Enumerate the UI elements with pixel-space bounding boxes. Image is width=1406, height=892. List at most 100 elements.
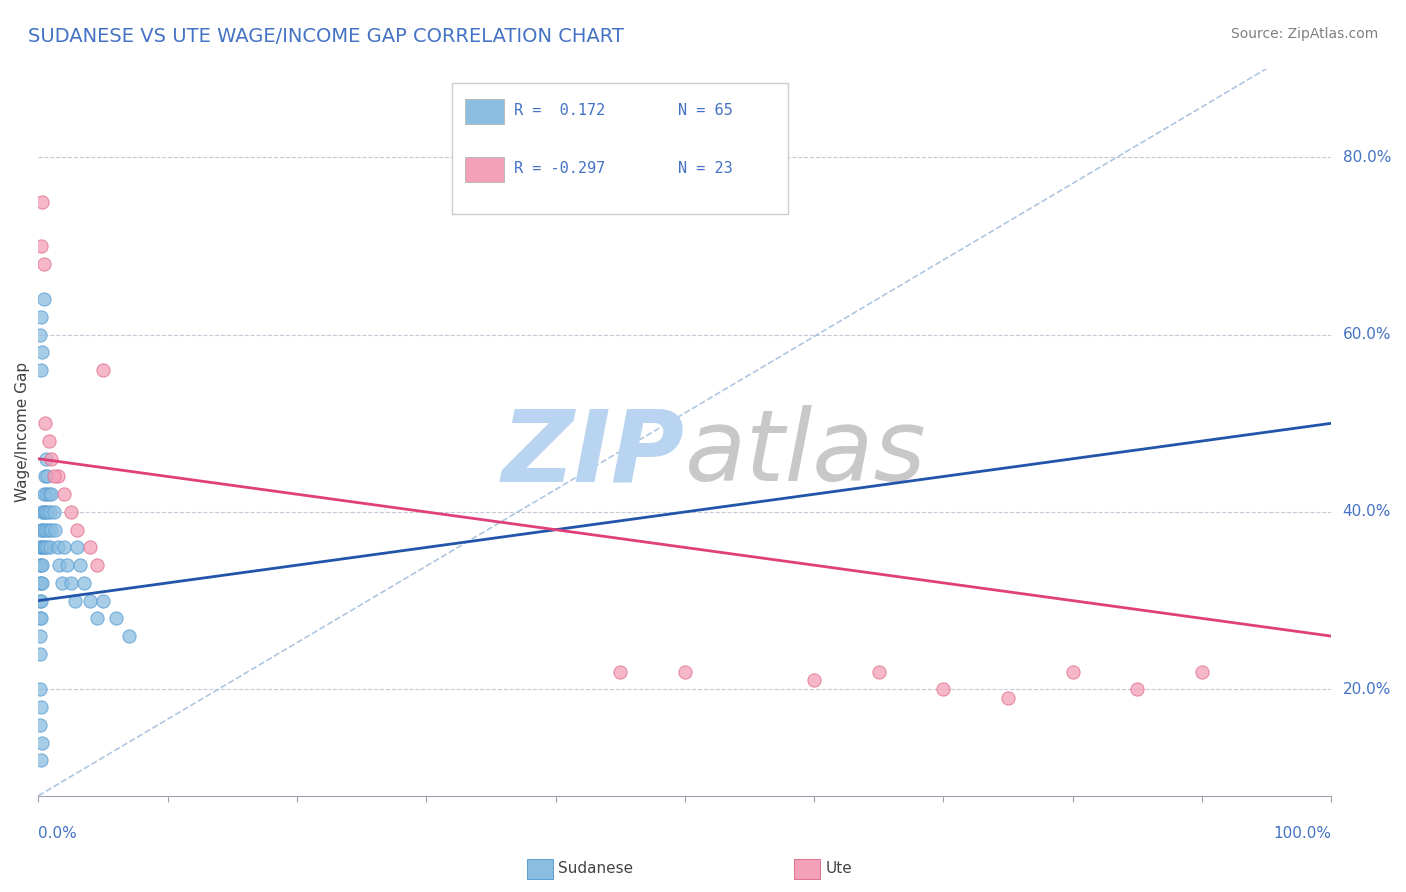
Point: [31, 523, 53, 537]
Point: [31, 735, 53, 749]
Point: [31, 541, 53, 555]
Point: [31, 558, 53, 573]
Point: [39, 523, 62, 537]
Point: [34, 505, 56, 519]
Point: [30, 310, 52, 324]
Point: [28, 593, 51, 607]
Point: [51, 575, 73, 590]
Point: [31, 345, 53, 359]
Point: [32, 541, 55, 555]
Point: [30, 239, 52, 253]
Point: [79, 541, 101, 555]
Text: N = 23: N = 23: [679, 161, 733, 177]
Point: [35, 451, 58, 466]
Point: [91, 363, 114, 377]
Point: [997, 691, 1019, 706]
Point: [55, 558, 77, 573]
Point: [30, 611, 52, 625]
Point: [30, 593, 52, 607]
Text: Sudanese: Sudanese: [558, 862, 633, 876]
Point: [868, 665, 890, 679]
Point: [91, 593, 114, 607]
Point: [31, 505, 53, 519]
Point: [1062, 665, 1084, 679]
Point: [1191, 665, 1213, 679]
Text: 100.0%: 100.0%: [1274, 826, 1331, 841]
Point: [28, 327, 51, 342]
Point: [28, 611, 51, 625]
Text: 0.0%: 0.0%: [38, 826, 77, 841]
Point: [39, 505, 62, 519]
Point: [1126, 682, 1149, 697]
Text: atlas: atlas: [685, 406, 927, 502]
Point: [66, 541, 89, 555]
Point: [28, 558, 51, 573]
Point: [59, 575, 82, 590]
Text: Ute: Ute: [825, 862, 852, 876]
Point: [37, 469, 59, 483]
Point: [46, 469, 69, 483]
Point: [932, 682, 955, 697]
FancyBboxPatch shape: [465, 99, 503, 124]
Point: [53, 541, 76, 555]
Point: [31, 194, 53, 209]
Point: [609, 665, 631, 679]
Point: [28, 541, 51, 555]
Text: 60.0%: 60.0%: [1343, 327, 1391, 343]
Point: [118, 629, 141, 643]
Point: [46, 541, 69, 555]
Point: [30, 753, 52, 767]
Point: [32, 487, 55, 501]
Point: [69, 558, 91, 573]
Point: [86, 611, 108, 625]
Point: [28, 682, 51, 697]
Text: Source: ZipAtlas.com: Source: ZipAtlas.com: [1230, 27, 1378, 41]
Point: [34, 541, 56, 555]
Point: [66, 523, 89, 537]
Point: [30, 700, 52, 714]
FancyBboxPatch shape: [453, 83, 789, 214]
Point: [44, 523, 66, 537]
Point: [38, 523, 60, 537]
Point: [32, 292, 55, 306]
Point: [39, 541, 62, 555]
Point: [48, 558, 70, 573]
Point: [32, 257, 55, 271]
Text: 40.0%: 40.0%: [1343, 505, 1391, 519]
FancyBboxPatch shape: [794, 859, 820, 879]
Point: [34, 469, 56, 483]
Point: [34, 417, 56, 431]
Point: [53, 487, 76, 501]
Text: R =  0.172: R = 0.172: [515, 103, 606, 119]
Point: [79, 593, 101, 607]
Point: [28, 575, 51, 590]
Point: [28, 629, 51, 643]
Point: [59, 505, 82, 519]
Text: 80.0%: 80.0%: [1343, 150, 1391, 165]
Point: [35, 487, 58, 501]
Point: [28, 718, 51, 732]
Point: [803, 673, 825, 688]
Point: [39, 487, 62, 501]
Point: [72, 575, 94, 590]
Point: [673, 665, 696, 679]
Point: [32, 505, 55, 519]
Text: R = -0.297: R = -0.297: [515, 161, 606, 177]
Point: [30, 575, 52, 590]
Point: [104, 611, 127, 625]
Point: [37, 541, 59, 555]
Text: ZIP: ZIP: [502, 406, 685, 502]
Point: [31, 575, 53, 590]
Point: [30, 363, 52, 377]
FancyBboxPatch shape: [465, 157, 503, 182]
Point: [30, 558, 52, 573]
Point: [32, 523, 55, 537]
FancyBboxPatch shape: [527, 859, 553, 879]
Point: [39, 451, 62, 466]
Point: [42, 469, 65, 483]
Point: [86, 558, 108, 573]
Text: SUDANESE VS UTE WAGE/INCOME GAP CORRELATION CHART: SUDANESE VS UTE WAGE/INCOME GAP CORRELAT…: [28, 27, 624, 45]
Point: [42, 505, 65, 519]
Point: [30, 541, 52, 555]
Y-axis label: Wage/Income Gap: Wage/Income Gap: [15, 362, 30, 502]
